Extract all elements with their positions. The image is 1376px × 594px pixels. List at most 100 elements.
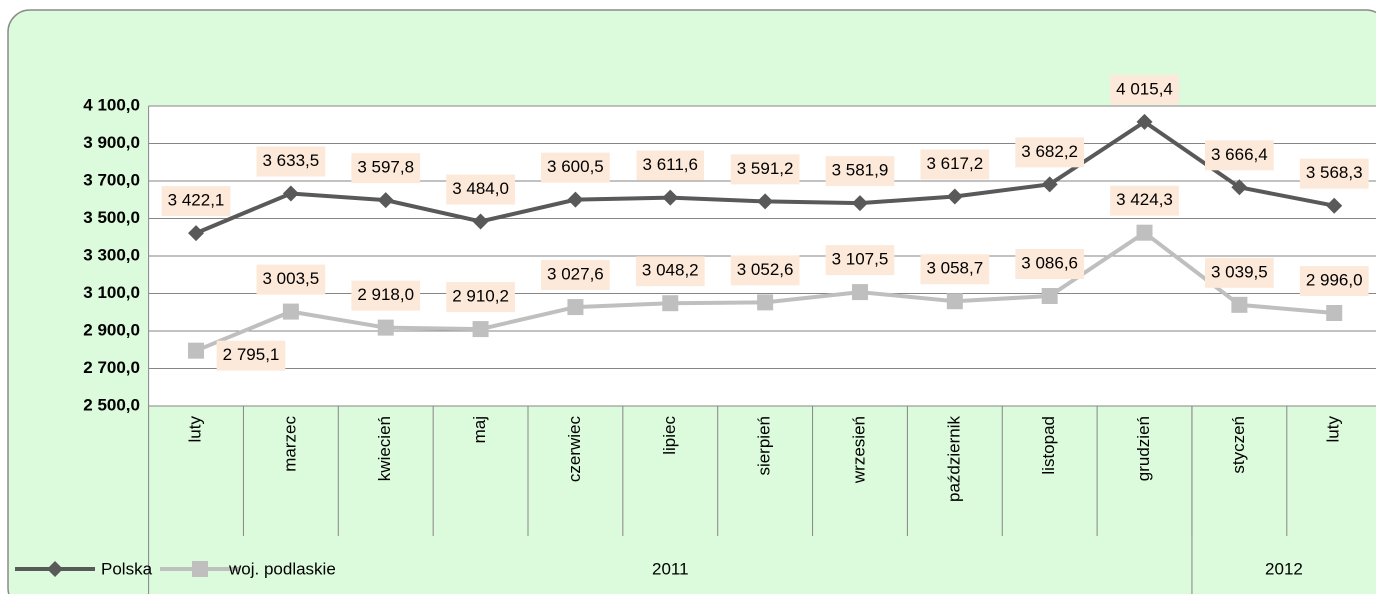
data-label-bg [635, 256, 705, 287]
marker [1326, 197, 1343, 214]
x-tick-label: kwiecień [375, 416, 394, 481]
x-tick-label: styczeń [1229, 416, 1248, 474]
marker [946, 188, 963, 205]
data-label-bg [1015, 137, 1085, 168]
y-tick-label: 3 100,0 [83, 283, 140, 302]
marker [1136, 224, 1153, 241]
data-label: 2 910,2 [452, 287, 509, 306]
marker [567, 299, 584, 316]
x-tick-label: listopad [1039, 416, 1058, 475]
marker [47, 561, 63, 577]
marker [282, 185, 299, 202]
marker [188, 225, 205, 242]
data-label-bg [825, 156, 895, 187]
marker [567, 191, 584, 208]
data-label-bg [351, 280, 421, 311]
y-tick-label: 4 100,0 [83, 95, 140, 114]
marker [757, 294, 774, 311]
marker [757, 193, 774, 210]
marker [662, 295, 679, 312]
data-label-bg [636, 150, 705, 181]
x-tick-label: grudzień [1134, 416, 1153, 481]
x-tick-label: marzec [280, 416, 299, 472]
x-tick-label: październik [944, 416, 963, 502]
data-label: 3 086,6 [1021, 253, 1078, 272]
marker [662, 189, 679, 206]
marker [472, 213, 489, 230]
data-label: 3 581,9 [832, 161, 889, 180]
legend-label: woj. podlaskie [228, 559, 336, 578]
data-label: 2 795,1 [223, 345, 280, 364]
data-label-bg [216, 340, 286, 371]
data-label: 2 996,0 [1306, 270, 1363, 289]
marker [1041, 176, 1058, 193]
data-label: 3 058,7 [926, 259, 983, 278]
marker [1231, 296, 1248, 313]
y-tick-label: 3 900,0 [83, 133, 140, 152]
x-tick-label: wrzesień [849, 416, 868, 484]
data-label: 3 682,2 [1021, 142, 1078, 161]
data-label-bg [730, 154, 800, 185]
data-label-bg [1299, 158, 1369, 189]
data-label-bg [446, 174, 515, 205]
marker [188, 342, 205, 359]
data-label-bg [730, 255, 800, 286]
data-label-bg [161, 186, 231, 217]
y-tick-label: 3 300,0 [83, 245, 140, 264]
data-label-bg [446, 282, 515, 313]
data-label: 3 039,5 [1211, 262, 1268, 281]
marker [282, 303, 299, 320]
x-tick-label: maj [470, 416, 489, 443]
data-label: 3 633,5 [263, 151, 320, 170]
data-label: 3 484,0 [452, 179, 509, 198]
y-tick-label: 2 500,0 [83, 395, 140, 414]
marker [1231, 179, 1248, 196]
data-label-bg [825, 245, 895, 276]
marker [851, 284, 868, 301]
marker [377, 192, 394, 209]
data-label-bg [256, 264, 326, 295]
marker [1326, 305, 1343, 321]
data-label: 3 107,5 [832, 250, 889, 269]
marker [377, 319, 394, 336]
group-label: 2012 [1265, 559, 1303, 578]
marker [946, 293, 963, 310]
marker [192, 561, 208, 577]
y-tick-label: 3 500,0 [83, 208, 140, 227]
data-label: 3 600,5 [547, 157, 604, 176]
marker [472, 321, 489, 338]
data-label-bg [1299, 266, 1369, 296]
data-label: 3 424,3 [1116, 190, 1173, 209]
data-label: 4 015,4 [1116, 79, 1173, 98]
data-label-bg [1015, 249, 1085, 280]
x-tick-label: luty [186, 416, 205, 443]
data-label-bg [1205, 257, 1274, 288]
data-label: 2 918,0 [357, 285, 414, 304]
legend-label: Polska [101, 559, 153, 578]
y-tick-label: 2 900,0 [83, 320, 140, 339]
marker [851, 195, 868, 212]
x-tick-label: sierpień [755, 416, 774, 476]
data-label: 3 597,8 [357, 158, 414, 177]
x-tick-label: luty [1324, 416, 1343, 443]
data-label: 3 003,5 [263, 269, 320, 288]
data-label-bg [920, 149, 990, 180]
data-label: 3 027,6 [547, 265, 604, 284]
data-label: 3 568,3 [1306, 163, 1363, 182]
marker [1136, 113, 1153, 130]
x-tick-label: lipiec [660, 416, 679, 455]
marker [1041, 288, 1058, 305]
data-label: 3 591,2 [737, 159, 794, 178]
y-tick-label: 2 700,0 [83, 358, 140, 377]
group-label: 2011 [652, 559, 689, 578]
data-label: 3 422,1 [168, 191, 225, 210]
y-tick-label: 3 700,0 [83, 170, 140, 189]
data-label-bg [920, 254, 990, 285]
data-label-bg [351, 153, 421, 184]
data-label: 3 666,4 [1211, 145, 1268, 164]
data-label-bg [1205, 140, 1274, 171]
x-tick-label: czerwiec [565, 416, 584, 483]
data-label-bg [256, 146, 326, 177]
data-label-bg [1110, 185, 1179, 216]
